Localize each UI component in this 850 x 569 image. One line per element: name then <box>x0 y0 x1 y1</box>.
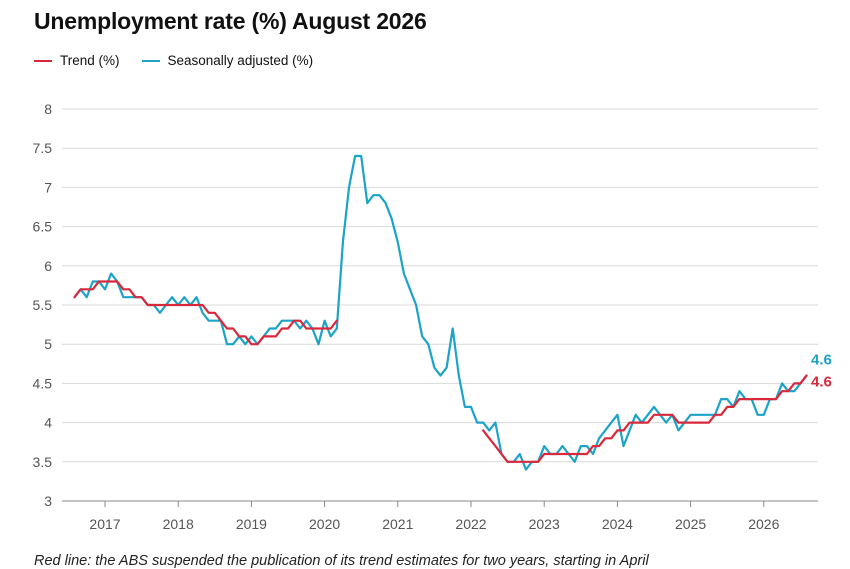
x-tick-label: 2020 <box>309 516 340 532</box>
y-tick-label: 4 <box>44 415 52 431</box>
chart-footnote: Red line: the ABS suspended the publicat… <box>34 553 649 569</box>
series-line-trend <box>73 280 808 463</box>
legend-item-trend: Trend (%) <box>34 53 120 68</box>
x-tick-label: 2019 <box>236 516 267 532</box>
chart-legend: Trend (%) Seasonally adjusted (%) <box>34 53 335 68</box>
y-tick-label: 3 <box>44 493 52 509</box>
chart-title: Unemployment rate (%) August 2026 <box>34 8 427 34</box>
legend-label-trend: Trend (%) <box>60 53 120 68</box>
y-tick-label: 8 <box>44 101 52 117</box>
x-tick-label: 2023 <box>529 516 560 532</box>
y-tick-label: 6.5 <box>33 219 53 235</box>
legend-label-seasonal: Seasonally adjusted (%) <box>167 53 314 68</box>
y-tick-label: 7.5 <box>33 140 53 156</box>
x-tick-label: 2024 <box>602 516 633 532</box>
y-tick-label: 5.5 <box>33 297 53 313</box>
x-tick-label: 2026 <box>748 516 779 532</box>
legend-item-seasonal: Seasonally adjusted (%) <box>141 53 314 68</box>
y-tick-label: 7 <box>44 179 52 195</box>
y-tick-label: 5 <box>44 336 52 352</box>
y-tick-label: 3.5 <box>33 454 53 470</box>
y-tick-label: 4.5 <box>33 375 53 391</box>
x-tick-label: 2022 <box>455 516 486 532</box>
x-tick-label: 2025 <box>675 516 706 532</box>
x-tick-label: 2021 <box>382 516 413 532</box>
end-label-seasonal: 4.6 <box>811 352 832 369</box>
legend-swatch-seasonal <box>141 59 160 62</box>
y-tick-label: 6 <box>44 258 52 274</box>
x-tick-label: 2018 <box>163 516 194 532</box>
legend-swatch-trend <box>34 59 52 62</box>
end-label-trend: 4.6 <box>811 374 832 391</box>
x-tick-label: 2017 <box>89 516 120 532</box>
